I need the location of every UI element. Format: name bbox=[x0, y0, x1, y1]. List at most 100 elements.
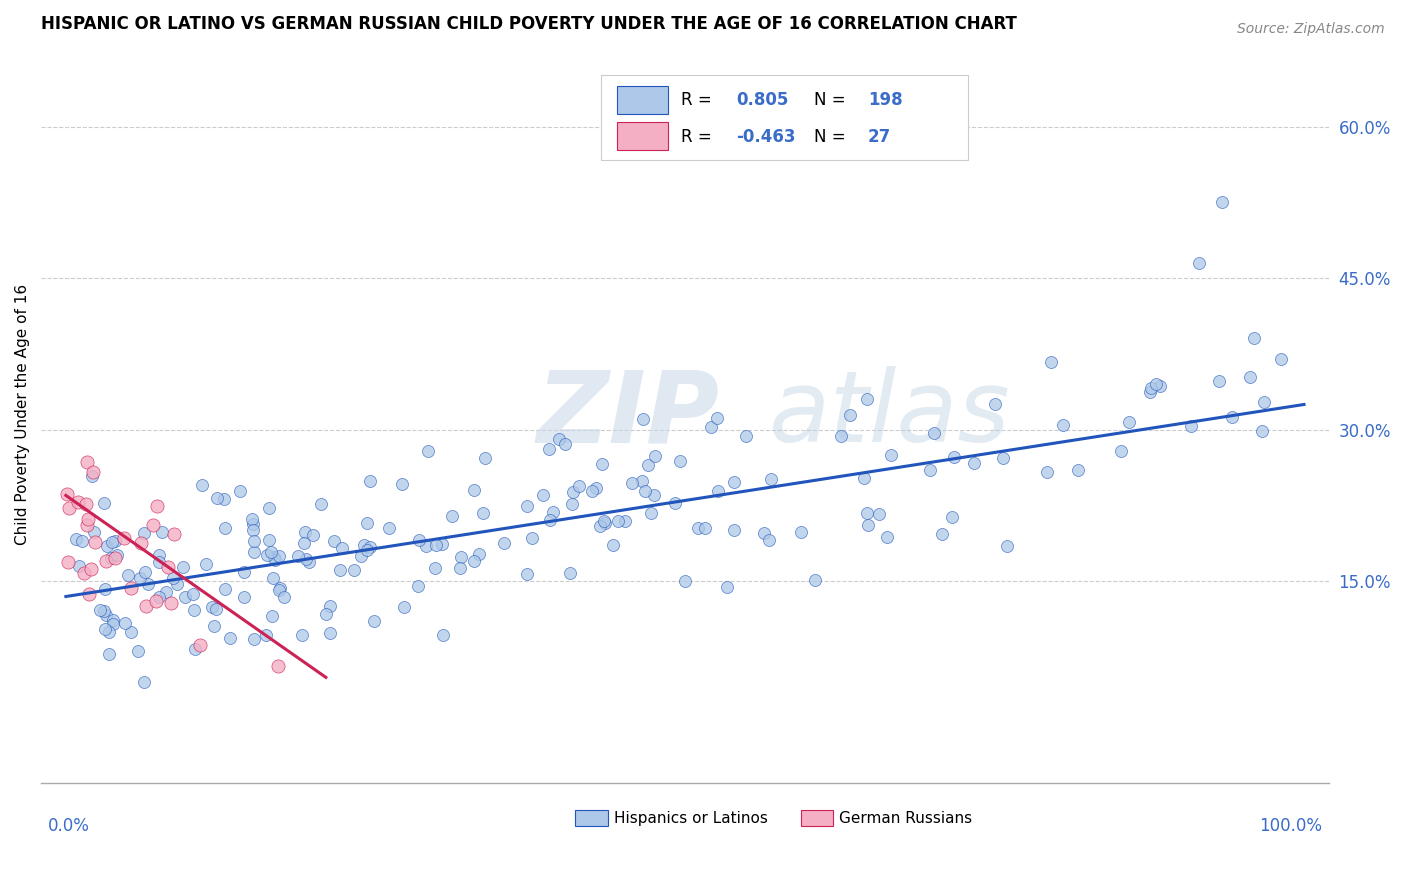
Point bbox=[630, 474, 652, 488]
Point bbox=[432, 627, 454, 641]
Point bbox=[135, 599, 157, 614]
Point bbox=[995, 539, 1018, 553]
Point bbox=[166, 576, 188, 591]
Point bbox=[94, 608, 117, 623]
Point bbox=[329, 563, 352, 577]
Point bbox=[463, 553, 485, 567]
Point bbox=[156, 560, 179, 574]
Point bbox=[292, 536, 315, 550]
Point bbox=[256, 549, 278, 563]
Point bbox=[94, 622, 117, 636]
Point bbox=[148, 549, 170, 563]
Point bbox=[79, 562, 101, 576]
Point bbox=[160, 597, 183, 611]
Text: N =: N = bbox=[814, 128, 845, 146]
Bar bbox=[801, 810, 832, 826]
Point bbox=[101, 535, 124, 549]
Point bbox=[406, 579, 429, 593]
Point bbox=[205, 491, 228, 505]
Text: atlas: atlas bbox=[769, 366, 1011, 463]
Point bbox=[76, 517, 98, 532]
Point bbox=[471, 506, 494, 520]
Point bbox=[516, 567, 538, 582]
Point bbox=[468, 547, 491, 561]
Text: Source: ZipAtlas.com: Source: ZipAtlas.com bbox=[1237, 22, 1385, 37]
Point bbox=[554, 437, 576, 451]
Point bbox=[804, 573, 827, 587]
Point bbox=[148, 555, 170, 569]
Point bbox=[103, 616, 125, 631]
Point bbox=[105, 548, 128, 562]
Point bbox=[101, 613, 124, 627]
Point bbox=[298, 555, 321, 569]
Point bbox=[287, 549, 309, 563]
Point bbox=[880, 449, 903, 463]
Text: ZIP: ZIP bbox=[537, 366, 720, 463]
Point bbox=[1239, 370, 1261, 384]
Point bbox=[202, 618, 225, 632]
Point bbox=[856, 392, 879, 406]
Point bbox=[232, 591, 254, 605]
Point bbox=[962, 456, 984, 470]
Point bbox=[67, 495, 90, 509]
Point bbox=[591, 457, 613, 471]
Point bbox=[127, 644, 149, 658]
Point bbox=[1253, 394, 1275, 409]
Point bbox=[533, 488, 555, 502]
Point bbox=[643, 488, 665, 502]
Point bbox=[267, 549, 290, 564]
Point bbox=[693, 521, 716, 535]
Point bbox=[664, 496, 686, 510]
Point bbox=[132, 675, 155, 690]
Point bbox=[853, 471, 876, 485]
Point bbox=[112, 531, 135, 545]
Point bbox=[129, 571, 152, 585]
Y-axis label: Child Poverty Under the Age of 16: Child Poverty Under the Age of 16 bbox=[15, 284, 30, 545]
Point bbox=[214, 582, 236, 596]
Point bbox=[349, 549, 371, 563]
Text: 100.0%: 100.0% bbox=[1260, 817, 1322, 835]
Point bbox=[259, 533, 281, 547]
Point bbox=[415, 539, 437, 553]
Point bbox=[205, 602, 228, 616]
Point bbox=[145, 594, 167, 608]
Point bbox=[98, 647, 121, 661]
Point bbox=[290, 628, 312, 642]
Point bbox=[423, 561, 446, 575]
Point bbox=[201, 599, 224, 614]
Point bbox=[723, 475, 745, 489]
Point bbox=[80, 469, 103, 483]
Point bbox=[1036, 465, 1059, 479]
Point bbox=[295, 552, 318, 566]
Point bbox=[242, 516, 264, 531]
Point bbox=[463, 483, 485, 498]
Point bbox=[212, 492, 235, 507]
Point bbox=[548, 432, 571, 446]
Point bbox=[173, 590, 195, 604]
Point bbox=[146, 499, 169, 513]
Point bbox=[394, 600, 416, 615]
Point bbox=[1270, 352, 1292, 367]
Point bbox=[134, 565, 156, 579]
Point bbox=[1144, 377, 1167, 392]
Point bbox=[264, 553, 287, 567]
Point bbox=[243, 533, 266, 548]
Point bbox=[922, 426, 945, 441]
Point bbox=[89, 603, 111, 617]
Point bbox=[242, 632, 264, 646]
Point bbox=[538, 513, 561, 527]
Text: 198: 198 bbox=[868, 91, 903, 109]
Point bbox=[93, 496, 115, 510]
Point bbox=[391, 476, 413, 491]
Point bbox=[943, 450, 966, 464]
Point bbox=[269, 581, 291, 595]
Bar bbox=[575, 810, 607, 826]
Point bbox=[450, 549, 472, 564]
Point bbox=[67, 558, 90, 573]
Point bbox=[273, 591, 295, 605]
Point bbox=[56, 555, 79, 569]
Point bbox=[1208, 374, 1230, 388]
Point bbox=[172, 560, 194, 574]
Point bbox=[1243, 331, 1265, 345]
Bar bbox=[602, 75, 969, 160]
